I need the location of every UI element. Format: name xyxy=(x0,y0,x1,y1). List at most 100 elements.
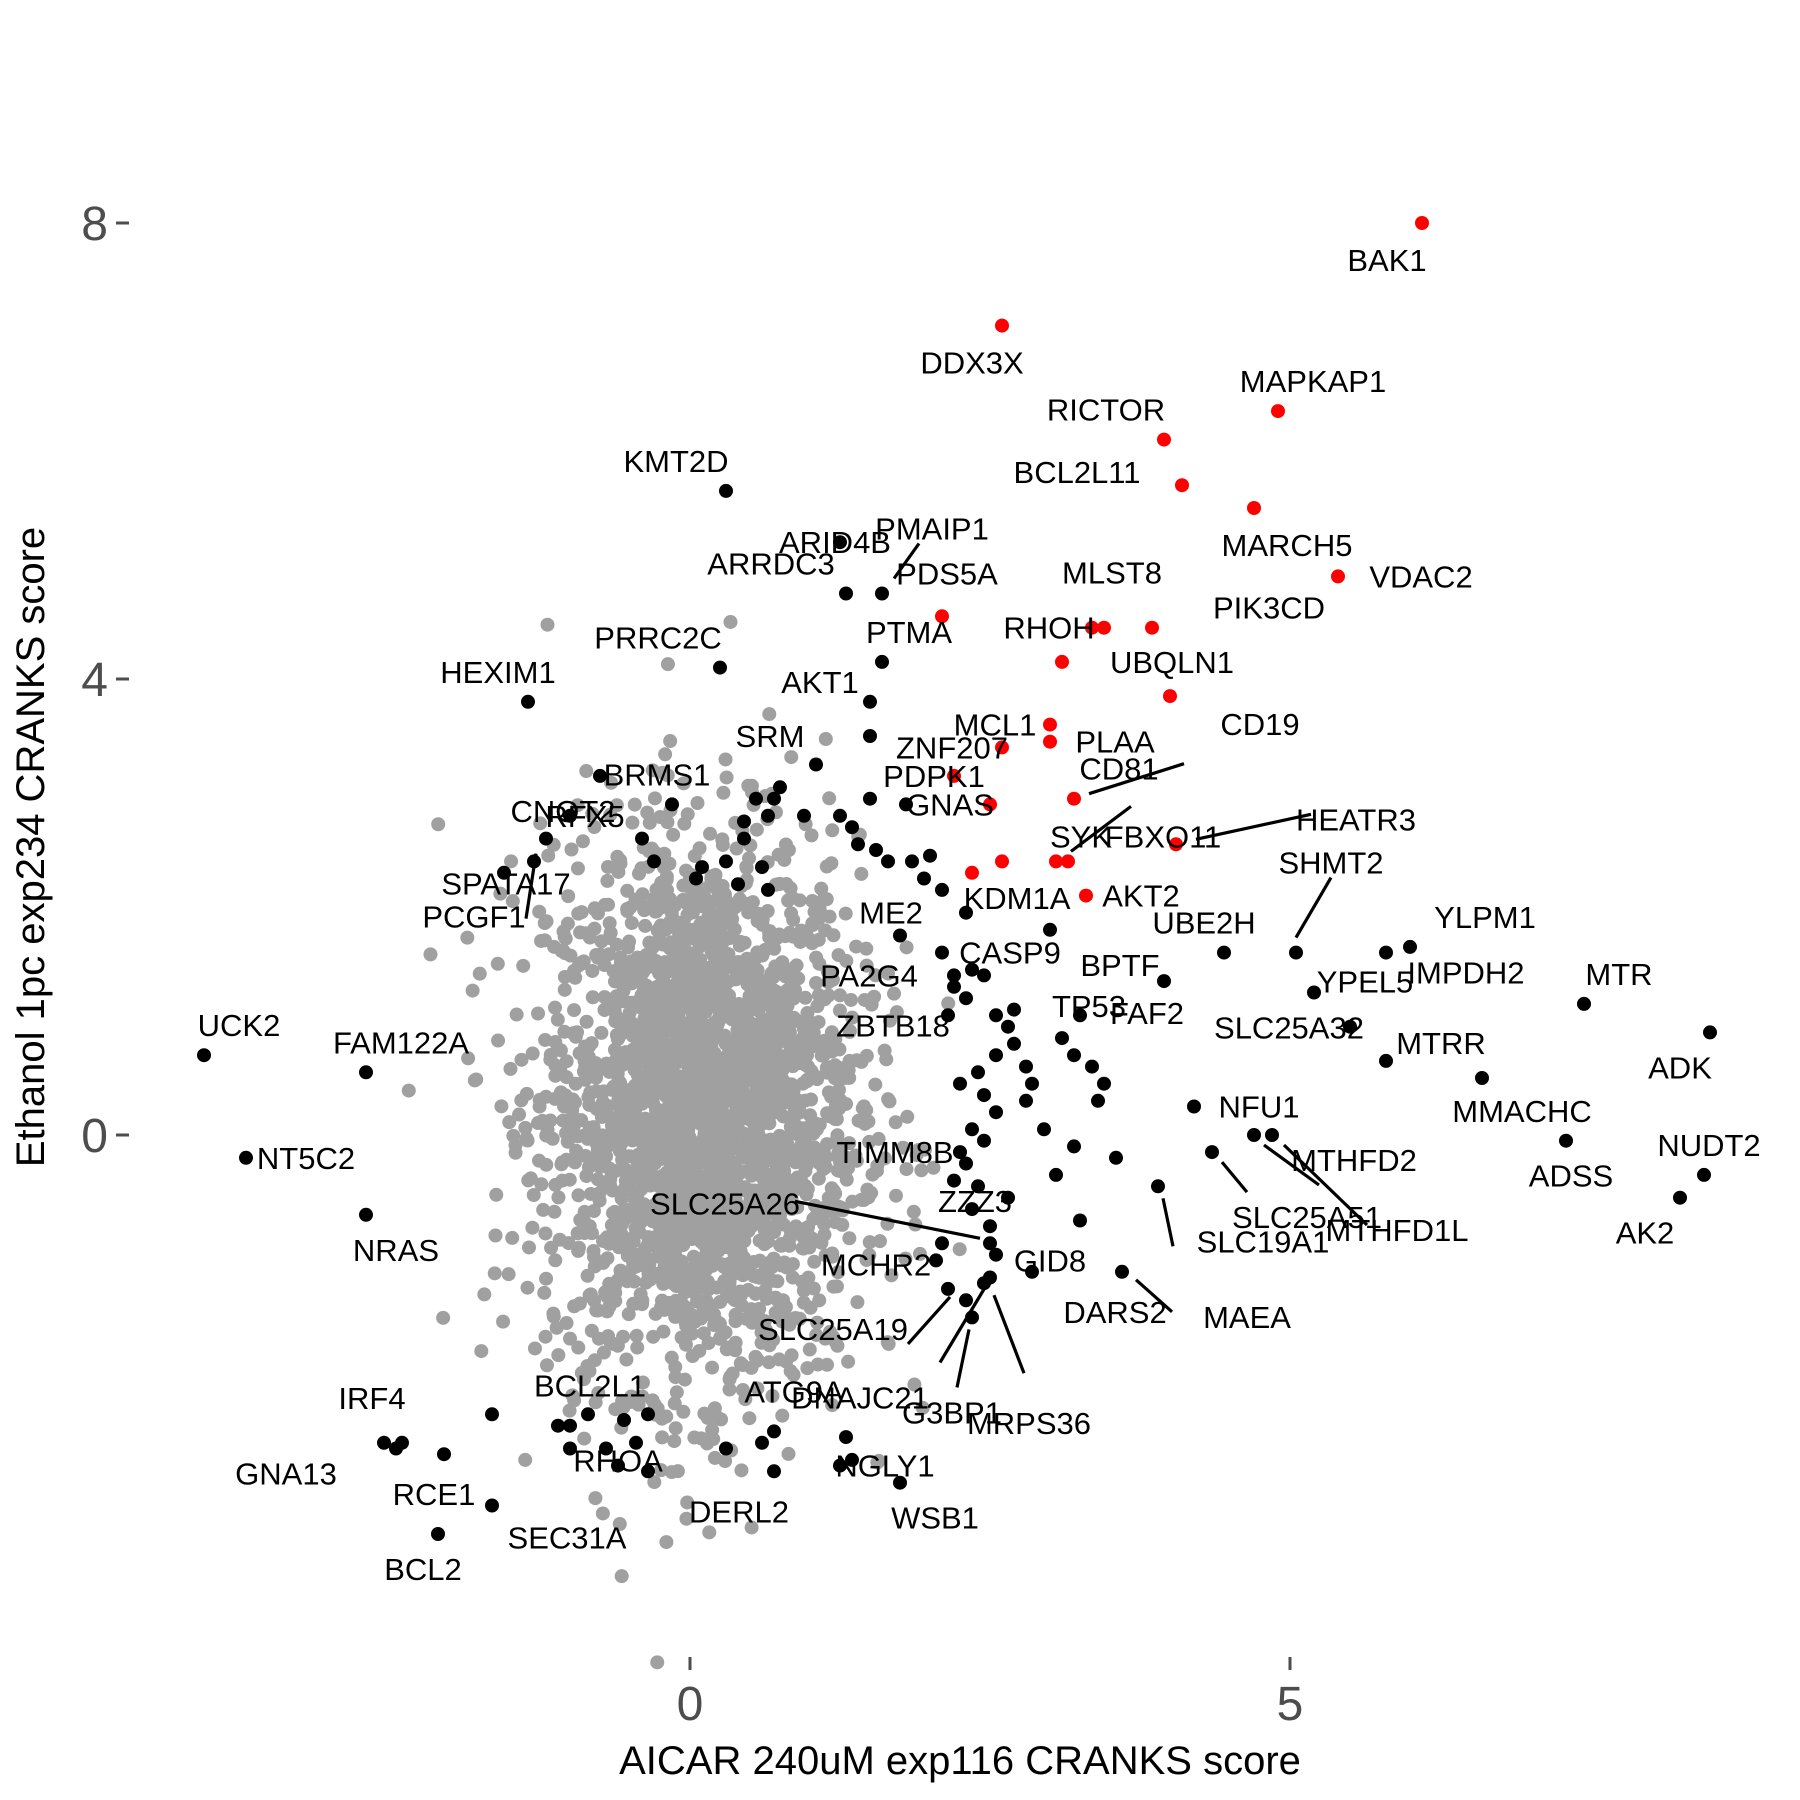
gene-label-pds5a: PDS5A xyxy=(896,556,998,591)
background-point xyxy=(594,1025,609,1040)
black-point xyxy=(599,1441,613,1456)
gene-label-rfx5: RFX5 xyxy=(545,799,624,834)
background-point xyxy=(900,1109,915,1124)
background-point xyxy=(783,1364,798,1379)
background-point xyxy=(540,617,555,632)
gene-point-mthfd2 xyxy=(1247,1128,1261,1142)
background-point xyxy=(765,1388,780,1403)
gene-point-slc25a51 xyxy=(1205,1145,1219,1160)
background-point xyxy=(744,1520,759,1535)
gene-point-rhoa xyxy=(551,1418,565,1433)
background-point xyxy=(623,900,638,915)
gene-label-ptma: PTMA xyxy=(866,615,952,650)
gene-label-dars2: DARS2 xyxy=(1063,1295,1166,1330)
background-point xyxy=(716,785,731,800)
background-point xyxy=(579,1168,594,1183)
background-point xyxy=(775,1062,790,1077)
y-axis-title: Ethanol 1pc exp234 CRANKS score xyxy=(9,527,53,1167)
background-point xyxy=(688,1160,703,1175)
background-point xyxy=(826,1279,841,1294)
background-point xyxy=(722,1382,737,1397)
background-point xyxy=(648,1306,663,1321)
gene-label-ypel5: YPEL5 xyxy=(1317,965,1414,1000)
background-point xyxy=(601,947,616,962)
background-point xyxy=(778,837,793,852)
black-point xyxy=(965,1122,979,1137)
background-point xyxy=(538,1032,553,1047)
highlighted-point-heatr3 xyxy=(1169,837,1183,852)
black-point xyxy=(1025,1076,1039,1091)
background-point xyxy=(670,1130,685,1145)
highlighted-point-akt2 xyxy=(1079,888,1093,903)
black-point xyxy=(947,1173,961,1188)
background-point xyxy=(559,1152,574,1167)
background-point xyxy=(537,1285,552,1300)
background-point xyxy=(548,1068,563,1083)
background-point xyxy=(665,1059,680,1074)
background-point xyxy=(750,1312,765,1327)
gene-label-gnas: GNAS xyxy=(906,787,994,822)
background-point xyxy=(867,989,882,1004)
background-point xyxy=(647,1059,662,1074)
black-point xyxy=(899,797,913,812)
background-point xyxy=(748,1194,763,1209)
background-point xyxy=(915,1400,930,1415)
background-point xyxy=(839,1172,854,1187)
gene-label-rhoh: RHOH xyxy=(1003,611,1094,646)
background-point xyxy=(707,1318,722,1333)
background-point xyxy=(715,832,730,847)
black-point xyxy=(1091,1093,1105,1108)
background-point xyxy=(496,1314,511,1329)
leader-line-mthfd1l xyxy=(1282,1143,1369,1227)
background-point xyxy=(525,1046,540,1061)
gene-label-pa2g4: PA2G4 xyxy=(820,958,918,993)
background-point xyxy=(830,1130,845,1145)
gene-point-bcl2l1 xyxy=(563,1418,577,1433)
gene-label-ylpm1: YLPM1 xyxy=(1434,900,1536,935)
black-point xyxy=(485,1407,499,1422)
gene-point-ylpm1 xyxy=(1403,939,1417,954)
background-point xyxy=(646,1230,661,1245)
background-point xyxy=(657,1180,672,1195)
background-point xyxy=(673,935,688,950)
background-point xyxy=(841,1354,856,1369)
background-point xyxy=(520,1280,535,1295)
background-point xyxy=(705,1360,720,1375)
gene-point-brms1 xyxy=(665,797,679,812)
background-point xyxy=(577,1431,592,1446)
background-point xyxy=(745,989,760,1004)
background-point xyxy=(616,1239,631,1254)
gene-label-shmt2: SHMT2 xyxy=(1278,846,1383,881)
background-point xyxy=(735,1150,750,1165)
background-point xyxy=(728,1088,743,1103)
background-point xyxy=(669,1385,684,1400)
background-point xyxy=(629,1328,644,1343)
background-point xyxy=(603,1171,618,1186)
background-point xyxy=(619,1120,634,1135)
background-point xyxy=(539,914,554,929)
background-point xyxy=(707,1173,722,1188)
gene-point-mtrr xyxy=(1379,1053,1393,1068)
background-point xyxy=(749,1135,764,1150)
gene-label-spata17: SPATA17 xyxy=(441,867,570,902)
background-point xyxy=(784,906,799,921)
background-point xyxy=(721,1040,736,1055)
gene-label-atg9a: ATG9A xyxy=(744,1374,844,1409)
background-point xyxy=(461,1051,476,1066)
background-point xyxy=(706,1186,721,1201)
background-point xyxy=(791,1014,806,1029)
background-point xyxy=(824,1089,839,1104)
background-point xyxy=(795,1054,810,1069)
background-point xyxy=(655,1430,670,1445)
black-point xyxy=(773,780,787,795)
highlighted-point-pik3cd xyxy=(1145,620,1159,635)
black-point xyxy=(563,1441,577,1456)
background-point xyxy=(586,1120,601,1135)
black-point xyxy=(1073,1008,1087,1023)
gene-point-mtr xyxy=(1577,996,1591,1011)
background-point xyxy=(604,1082,619,1097)
black-point xyxy=(893,928,907,943)
black-point xyxy=(629,1435,643,1450)
background-point xyxy=(597,1002,612,1017)
background-point xyxy=(538,1089,553,1104)
